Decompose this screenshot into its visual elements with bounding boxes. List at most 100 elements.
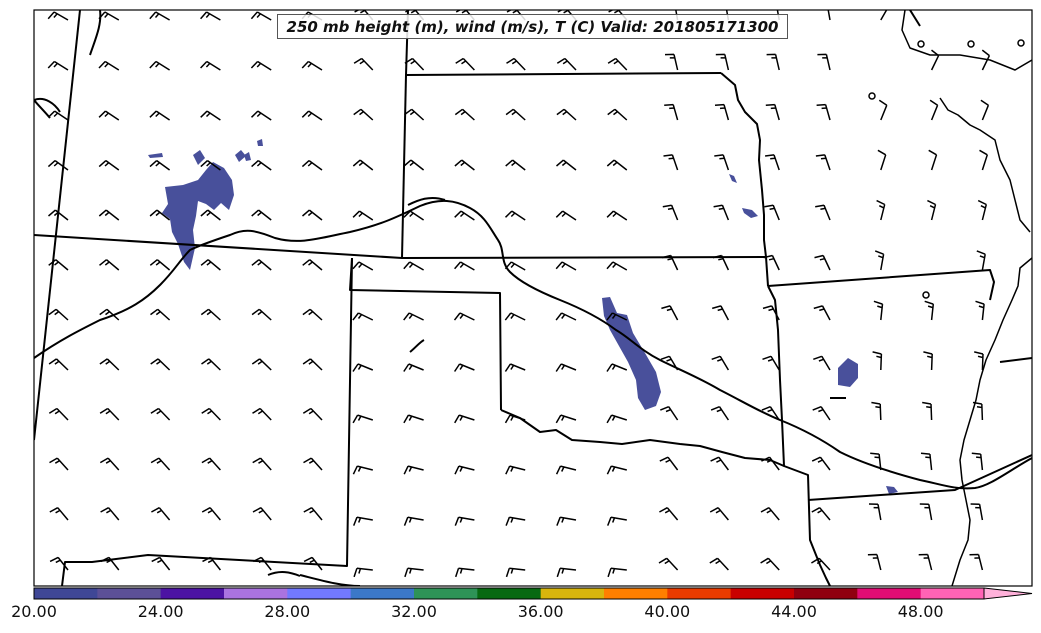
wind-barb [816,103,831,121]
wind-barb [200,259,221,271]
wind-barb [711,305,730,321]
wind-barb [664,103,679,121]
wind-barb [876,199,886,221]
wind-barb [607,567,627,578]
wind-barb [98,110,120,121]
wind-barb [200,209,221,221]
wind-barb [811,507,831,521]
temperature-region [148,153,163,158]
wind-barb [200,11,221,21]
temperature-region [193,150,205,165]
wind-barb [48,209,69,221]
wind-barb [764,204,780,221]
wind-barb [149,60,170,71]
wind-barb [606,312,628,321]
river-line [34,98,61,113]
wind-barb [827,10,831,21]
wind-barb [353,57,374,71]
colorbar-extend [983,587,1033,600]
wind-barb [252,507,272,521]
wind-barb [930,49,940,71]
wind-barb [303,457,323,471]
wind-barb [200,308,221,321]
wind-barb [201,507,221,521]
wind-barb [874,250,885,271]
colorbar-segment [920,588,985,599]
wind-barb [977,199,988,221]
wind-barb [714,154,730,171]
wind-barb [556,516,577,526]
wind-barb [710,406,730,421]
wind-barb [99,407,120,421]
wind-barb [662,204,679,221]
colorbar-outline [33,587,985,600]
wind-barb [453,312,475,321]
wind-barb [505,465,526,475]
calm-marker [967,40,975,48]
colorbar-tick-label: 48.00 [897,602,944,621]
wind-barb [48,308,69,321]
wind-barb [664,53,679,71]
wind-barb [919,503,933,521]
calm-wind-markers [868,39,1025,299]
boundary-line [500,409,785,467]
wind-barb [760,507,780,521]
colorbar-segment [224,588,288,599]
wind-barb [658,557,679,571]
calm-marker [1017,39,1025,47]
river-line [409,339,425,353]
wind-barb [506,57,526,71]
wind-barb [505,159,526,171]
wind-barb [200,60,221,71]
wind-barb [403,363,424,372]
calm-marker [868,92,876,100]
wind-barb [713,204,730,221]
wind-barb [98,60,120,71]
wind-barb [404,108,425,121]
wind-barb [815,154,831,171]
wind-barb [302,358,323,371]
wind-barb [505,567,526,578]
wind-barb [981,49,991,71]
wind-barb [555,363,577,372]
colorbar-segment [160,588,225,599]
wind-barb [303,507,323,521]
colorbar-segment [540,588,605,599]
colorbar-tick-label: 20.00 [11,602,57,621]
wind-barb [970,503,984,521]
wind-barb [920,452,933,471]
rivers [34,10,1032,586]
wind-barb [504,414,526,424]
wind-barb [761,456,780,471]
wind-barb [201,358,221,371]
wind-barb [766,53,780,71]
wind-barb [403,159,425,171]
wind-barb [817,53,831,71]
wind-barb [403,312,424,321]
wind-barb [813,305,831,321]
wind-barb [763,254,780,271]
wind-barb [606,363,628,372]
wind-barb [352,414,374,424]
wind-barb [49,556,69,571]
wind-barb [48,358,69,371]
wind-barb [872,351,883,371]
wind-barb [404,567,424,578]
wind-barb [252,407,272,421]
wind-barb [49,507,69,521]
wind-barb [353,567,373,578]
wind-barb [555,465,577,475]
wind-barb [100,556,120,571]
wind-barb [149,11,170,21]
temperature-region [244,152,251,161]
wind-barb [99,308,120,321]
wind-barb [454,465,475,475]
wind-barb [760,557,780,571]
wind-barb [150,407,171,421]
wind-barb [302,308,323,321]
map-content [34,10,1032,586]
temperature-region [162,162,234,270]
boundary-line [720,72,769,287]
temperature-contours [148,139,898,494]
